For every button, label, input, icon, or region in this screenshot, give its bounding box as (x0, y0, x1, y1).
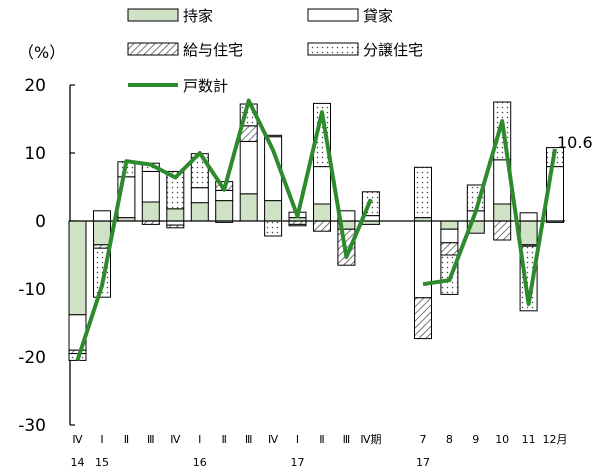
x-tick-label: 12月 (543, 433, 568, 446)
legend: 持家 貸家 給与住宅 分譲住宅 戸数計 (127, 7, 423, 95)
legend-label-total: 戸数計 (183, 77, 228, 95)
bar-owner (239, 193, 258, 222)
bar-rental (414, 220, 432, 299)
bar-owner (141, 201, 160, 222)
y-tick-label: -20 (18, 348, 46, 368)
x-tick-label: Ⅱ (319, 433, 324, 446)
y-tick-label: -10 (18, 280, 46, 300)
legend-label-owner: 持家 (183, 7, 213, 25)
bar-owner (313, 203, 331, 222)
x-year-label: 17 (291, 456, 305, 469)
x-year-label: 17 (416, 456, 430, 469)
bar-rental (313, 166, 331, 205)
legend-label-rental: 貸家 (363, 7, 393, 25)
x-tick-label: Ⅱ (221, 433, 226, 446)
total-line-segment (422, 119, 557, 306)
bar-rental (215, 189, 234, 202)
x-tick-label: Ⅱ (124, 433, 129, 446)
bar-rental (519, 212, 538, 222)
x-tick-label: Ⅳ期 (360, 433, 381, 446)
bar-company (414, 297, 432, 340)
legend-item-total: 戸数計 (128, 77, 228, 95)
y-tick-label: 10 (24, 144, 46, 164)
legend-item-rental: 貸家 (307, 7, 393, 25)
bar-rental (93, 210, 111, 222)
bar-owner (519, 220, 538, 246)
bar-owner (440, 220, 459, 230)
bar-company (166, 224, 185, 229)
x-tick-label: 10 (495, 433, 509, 446)
bar-rental (166, 220, 185, 226)
x-tick-label: 11 (522, 433, 536, 446)
x-tick-label: Ⅲ (343, 433, 351, 446)
bar-rental (190, 187, 209, 204)
total-line (75, 98, 557, 362)
y-tick-label: -30 (18, 416, 46, 436)
bar-owner (68, 220, 87, 316)
x-tick-label: Ⅲ (245, 433, 253, 446)
bar-rental (239, 140, 258, 195)
legend-label-sale: 分譲住宅 (363, 41, 423, 59)
x-year-label: 16 (193, 456, 207, 469)
bar-owner (190, 202, 209, 222)
bar-sale (313, 102, 331, 168)
legend-item-sale: 分譲住宅 (307, 41, 423, 59)
bar-sale (166, 170, 185, 210)
x-tick-label: Ⅳ (72, 433, 83, 446)
x-tick-label: 7 (420, 433, 427, 446)
legend-swatch-sale (307, 42, 359, 56)
legend-item-company: 給与住宅 (127, 41, 243, 59)
x-axis: Ⅳ Ⅰ Ⅱ Ⅲ Ⅳ Ⅰ Ⅱ Ⅲ Ⅳ Ⅰ Ⅱ Ⅲ Ⅳ期 7 8 9 10 11 12月 14 15 16 17 17 (71, 433, 568, 469)
bar-owner (166, 208, 185, 222)
x-tick-label: 8 (446, 433, 453, 446)
bar-rental (440, 228, 459, 244)
bar-company (68, 349, 87, 355)
total-line-segment (75, 98, 373, 362)
y-unit-label: （%） (18, 43, 65, 62)
x-tick-label: Ⅰ (296, 433, 299, 446)
x-year-label: 15 (95, 456, 109, 469)
bar-company (493, 220, 512, 241)
legend-label-company: 給与住宅 (183, 41, 243, 59)
bar-owner (215, 200, 234, 222)
bar-sale (288, 223, 307, 227)
bar-company (313, 220, 331, 232)
x-year-label: 14 (71, 456, 85, 469)
annotation-last-value: 10.6 (557, 133, 593, 152)
bar-company (440, 242, 459, 256)
x-tick-label: Ⅳ (268, 433, 279, 446)
x-tick-label: Ⅳ (170, 433, 181, 446)
bar-sale (414, 166, 432, 219)
bar-rental (141, 170, 160, 203)
y-tick-label: 20 (24, 76, 46, 96)
bar-owner (493, 203, 512, 222)
y-tick-label: 0 (35, 212, 46, 232)
y-axis: 20 10 0 -10 -20 -30 (18, 76, 75, 436)
x-tick-label: 9 (472, 433, 479, 446)
x-tick-label: Ⅲ (147, 433, 155, 446)
legend-swatch-company (127, 42, 179, 56)
legend-item-owner: 持家 (127, 7, 213, 25)
legend-swatch-owner (127, 8, 179, 22)
x-tick-label: Ⅰ (100, 433, 103, 446)
legend-swatch-rental (307, 8, 359, 22)
bar-owner (93, 220, 111, 246)
bar-sale (264, 220, 283, 237)
x-tick-label: Ⅰ (198, 433, 201, 446)
bar-owner (264, 200, 283, 222)
